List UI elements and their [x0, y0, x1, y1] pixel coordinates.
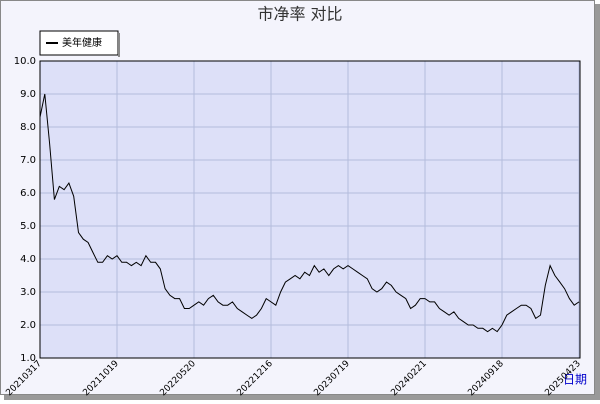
y-tick-label: 3.0: [20, 287, 36, 298]
y-tick-label: 9.0: [20, 89, 36, 100]
y-tick-label: 6.0: [20, 188, 36, 199]
legend-shadow: [118, 33, 120, 57]
y-tick-label: 10.0: [14, 56, 36, 67]
x-axis-label: 日期: [563, 373, 587, 387]
shadow: [4, 395, 600, 400]
y-tick-label: 7.0: [20, 155, 36, 166]
plot-border: [39, 60, 581, 359]
legend-label: 美年健康: [62, 36, 102, 49]
shadow: [595, 4, 600, 400]
y-tick-label: 1.0: [20, 353, 36, 364]
y-tick-label: 8.0: [20, 122, 36, 133]
y-tick-label: 2.0: [20, 320, 36, 331]
chart-title: 市净率 对比: [257, 5, 342, 24]
y-tick-label: 4.0: [20, 254, 36, 265]
y-tick-label: 5.0: [20, 221, 36, 232]
line: [39, 93, 580, 333]
plot-area: [40, 61, 580, 358]
